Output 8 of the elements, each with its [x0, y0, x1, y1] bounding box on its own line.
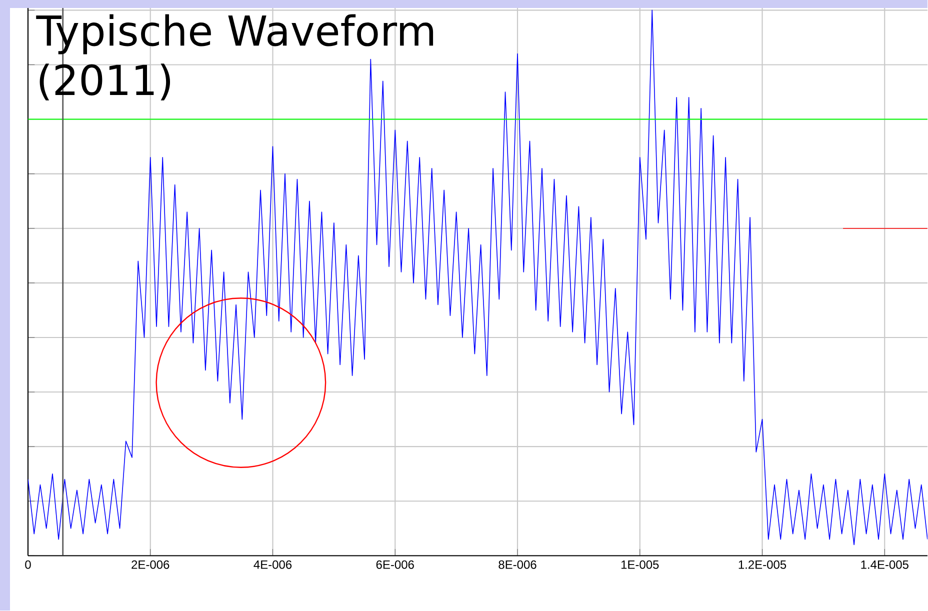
- x-tick-label: 1E-005: [621, 560, 659, 570]
- x-tick-label: 2E-006: [132, 560, 170, 570]
- x-tick-label: 1.2E-005: [738, 560, 786, 570]
- x-tick-label: 8E-006: [498, 560, 536, 570]
- x-tick-label: 1.4E-005: [861, 560, 908, 570]
- x-tick-label: 6E-006: [376, 560, 414, 570]
- x-tick-label: 0: [25, 560, 31, 570]
- x-tick-label: 4E-006: [254, 560, 292, 570]
